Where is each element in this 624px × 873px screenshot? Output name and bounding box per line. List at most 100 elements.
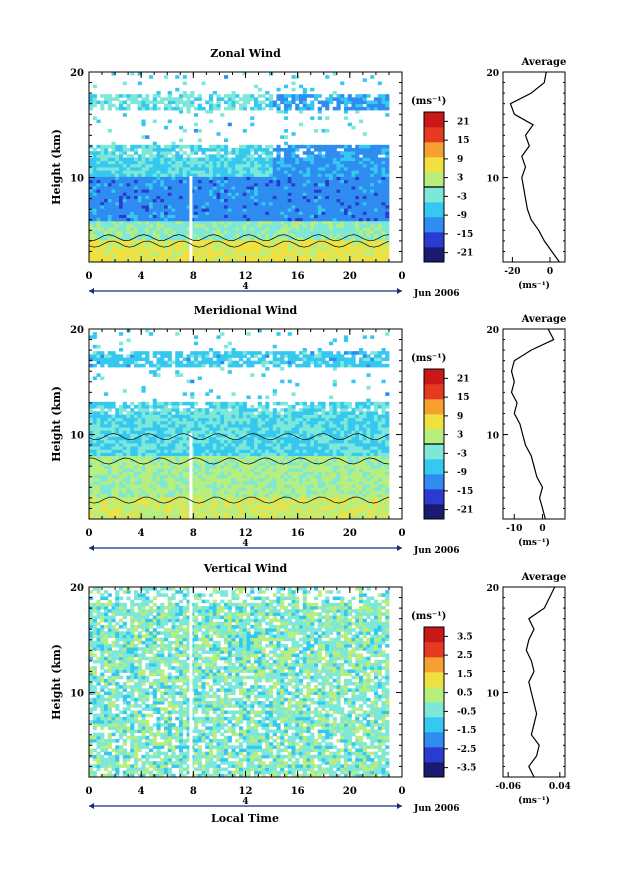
heatmap-cell [253,100,259,105]
heatmap-cell [317,512,322,517]
heatmap-cell [355,490,360,495]
heatmap-cell [133,509,139,514]
heatmap-cell [261,224,266,228]
heatmap-cell [332,160,337,165]
heatmap-cell [160,182,165,187]
heatmap-cell [351,179,356,184]
heatmap-cell [167,103,172,108]
heatmap-cell [201,170,206,174]
heatmap-cell [175,157,180,162]
heatmap-cell [115,474,120,479]
heatmap-cell [235,468,240,472]
heatmap-cell [122,157,127,162]
heatmap-cell [235,173,240,177]
heatmap-cell [298,246,304,250]
heatmap-cell [313,481,319,485]
heatmap-cell [178,205,184,209]
heatmap-cell [208,119,214,124]
heatmap-cell [175,198,180,203]
heatmap-cell [205,167,210,171]
heatmap-cell [295,173,300,177]
heatmap-cell [265,176,270,181]
heatmap-cell [261,201,266,206]
heatmap-cell [137,512,142,517]
heatmap-cell [381,214,386,219]
heatmap-cell [381,484,386,488]
heatmap-cell [212,201,217,206]
heatmap-cell [100,462,105,466]
x-axis-label: Local Time [211,812,279,825]
x-tick-label: 0 [399,271,406,282]
heatmap-cell [160,160,165,165]
heatmap-cell [182,249,187,253]
heatmap-cell [321,167,326,171]
heatmap-cell [253,217,259,222]
heatmap-cell [216,458,221,463]
heatmap-cell [280,163,285,168]
heatmap-cell [362,160,367,165]
heatmap-cell [126,227,131,231]
heatmap-cell [358,255,364,260]
heatmap-cell [171,163,176,168]
heatmap-cell [171,154,176,158]
heatmap [89,329,390,520]
heatmap-cell [152,157,157,162]
heatmap-cell [137,468,142,472]
heatmap-cell [201,214,206,219]
heatmap-cell [100,496,105,501]
heatmap-cell [340,496,345,501]
heatmap-cell [257,258,262,263]
heatmap-cell [141,170,146,174]
heatmap-cell [332,224,337,228]
heatmap-cell [160,154,165,158]
heatmap-cell [152,195,157,200]
heatmap-cell [268,198,274,203]
heatmap-cell [96,198,101,203]
heatmap-cell [171,255,176,260]
heatmap-cell [104,252,109,257]
heatmap-cell [130,252,135,257]
heatmap-cell [171,233,176,238]
average-y-tick-label: 10 [486,175,499,185]
heatmap-cell [208,167,214,171]
heatmap-cell [104,97,109,101]
heatmap-cell [373,465,379,469]
heatmap-cell [377,220,382,225]
heatmap-cell [358,208,364,212]
heatmap-cell [362,179,367,184]
heatmap-cell [193,490,199,495]
heatmap-cell [137,211,142,215]
heatmap-cell [212,217,217,222]
heatmap-cell [130,462,135,466]
heatmap-cell [283,198,289,203]
heatmap-cell [366,94,371,98]
heatmap-cell [272,487,277,491]
heatmap-cell [358,192,364,196]
heatmap-cell [347,500,352,504]
heatmap-cell [130,176,135,181]
heatmap-cell [280,458,285,463]
heatmap-cell [321,100,326,105]
heatmap-cell [317,227,322,231]
heatmap-cell [96,512,101,517]
heatmap-cell [242,214,247,219]
heatmap-cell [205,509,210,514]
heatmap-cell [178,243,184,247]
heatmap-cell [89,189,94,193]
heatmap-cell [238,179,244,184]
heatmap-cell [287,151,292,155]
heatmap-cell [332,170,337,174]
heatmap-cell [148,462,154,466]
heatmap-cell [306,211,311,215]
heatmap-cell [186,506,191,510]
heatmap-cell [107,163,112,168]
heatmap-cell [115,471,120,476]
heatmap-cell [268,186,274,190]
heatmap-cell [310,176,315,181]
heatmap-cell [115,487,120,491]
heatmap-cell [302,227,307,231]
heatmap-cell [325,258,330,263]
heatmap-cell [298,474,304,479]
heatmap-cell [295,211,300,215]
heatmap-cell [193,179,199,184]
